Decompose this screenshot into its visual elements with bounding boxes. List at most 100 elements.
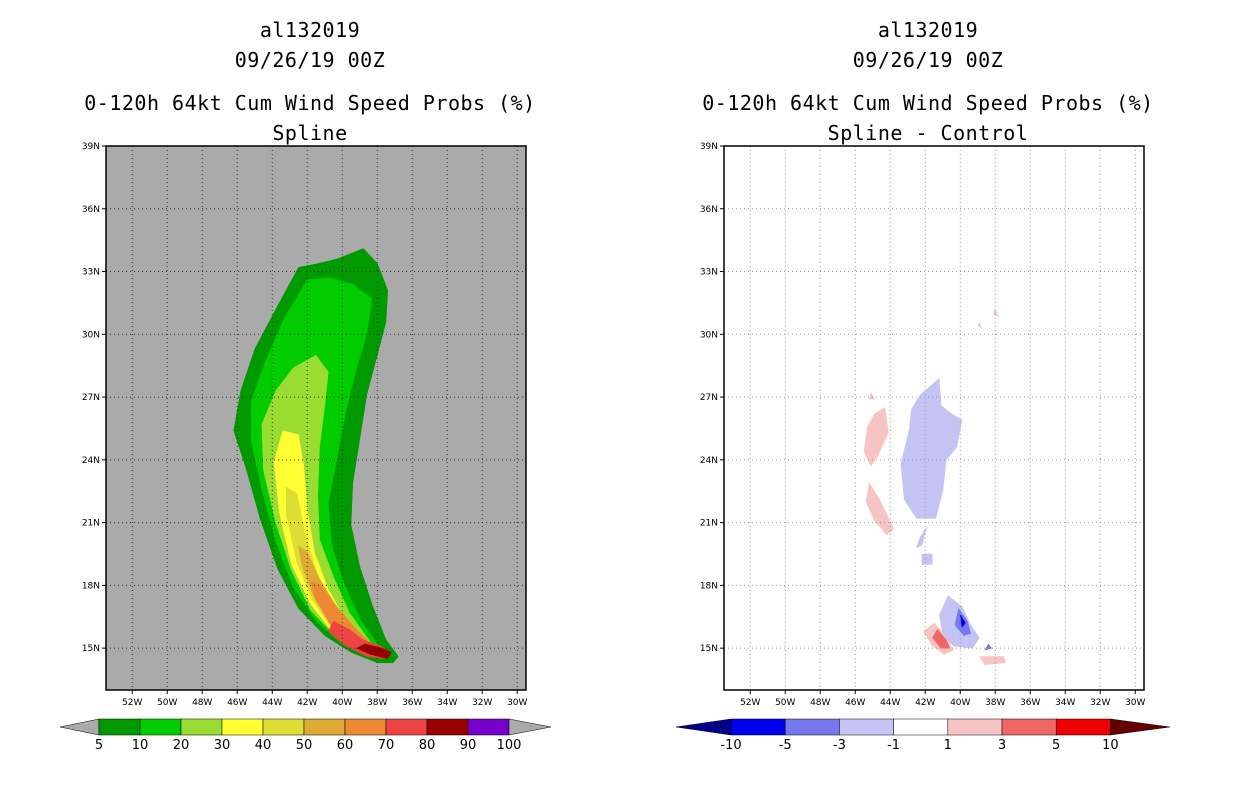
right-colorbar-min-arrow bbox=[675, 718, 732, 736]
right-y-tick-label-15N: 15N bbox=[700, 644, 718, 654]
right-colorbar-swatch-4 bbox=[947, 718, 1003, 736]
right-colorbar-label-2: -3 bbox=[833, 738, 846, 753]
right-contour-level--1-8 bbox=[900, 377, 963, 519]
left-x-tick-label-50W: 50W bbox=[157, 698, 177, 708]
left-y-tick-label-30N: 30N bbox=[82, 330, 100, 340]
left-x-tick-label-40W: 40W bbox=[332, 698, 352, 708]
left-colorbar-label-6: 60 bbox=[337, 738, 354, 753]
right-colorbar-max-arrow bbox=[1110, 718, 1171, 736]
left-colorbar-swatch-6 bbox=[344, 718, 387, 736]
right-x-tick-label-38W: 38W bbox=[985, 698, 1005, 708]
left-x-tick-label-44W: 44W bbox=[262, 698, 282, 708]
right-colorbar-label-1: -5 bbox=[779, 738, 792, 753]
left-colorbar-label-0: 5 bbox=[95, 738, 103, 753]
right-colorbar-label-4: 1 bbox=[944, 738, 952, 753]
right-chart-subtitle: Spline - Control bbox=[827, 121, 1029, 145]
right-y-tick-label-36N: 36N bbox=[700, 205, 718, 215]
left-contour-level-30-3 bbox=[273, 430, 383, 653]
right-contour-level-3-7 bbox=[931, 628, 951, 649]
left-x-tick-label-34W: 34W bbox=[437, 698, 457, 708]
left-x-tick-label-48W: 48W bbox=[192, 698, 212, 708]
left-colorbar-label-7: 70 bbox=[378, 738, 395, 753]
left-colorbar-label-5: 50 bbox=[296, 738, 313, 753]
right-contour-level-1-1 bbox=[865, 482, 895, 536]
right-x-tick-label-40W: 40W bbox=[950, 698, 970, 708]
right-contour-level--1-9 bbox=[916, 526, 928, 549]
left-contour-level-20-2 bbox=[261, 354, 387, 655]
left-colorbar-swatch-3 bbox=[221, 718, 264, 736]
left-colorbar-label-3: 30 bbox=[214, 738, 231, 753]
right-contour-level-1-0 bbox=[863, 407, 889, 467]
right-colorbar-swatch-6 bbox=[1055, 718, 1111, 736]
left-colorbar-label-1: 10 bbox=[132, 738, 149, 753]
left-y-tick-label-18N: 18N bbox=[82, 581, 100, 591]
right-contour-level--5-13 bbox=[960, 614, 966, 628]
right-colorbar-swatch-0 bbox=[730, 718, 786, 736]
right-map-frame bbox=[723, 145, 1145, 691]
right-x-tick-label-48W: 48W bbox=[810, 698, 830, 708]
left-contour-level-80-8 bbox=[355, 643, 392, 659]
left-x-tick-label-46W: 46W bbox=[227, 698, 247, 708]
right-x-tick-label-36W: 36W bbox=[1020, 698, 1040, 708]
left-y-tick-label-36N: 36N bbox=[82, 205, 100, 215]
left-map-frame bbox=[105, 145, 527, 691]
left-colorbar-swatch-2 bbox=[180, 718, 223, 736]
left-y-tick-label-27N: 27N bbox=[82, 393, 100, 403]
left-colorbar-min-arrow bbox=[59, 718, 100, 736]
right-y-tick-label-21N: 21N bbox=[700, 519, 718, 529]
right-contour-level--1-10 bbox=[921, 553, 933, 565]
right-y-tick-label-39N: 39N bbox=[700, 142, 718, 152]
right-storm-id: al132019 bbox=[877, 18, 979, 42]
right-colorbar-swatch-2 bbox=[839, 718, 894, 736]
left-colorbar-swatch-1 bbox=[139, 718, 182, 736]
left-x-tick-label-32W: 32W bbox=[472, 698, 492, 708]
right-colorbar-label-5: 3 bbox=[998, 738, 1006, 753]
left-x-tick-label-38W: 38W bbox=[367, 698, 387, 708]
right-x-tick-label-44W: 44W bbox=[880, 698, 900, 708]
right-x-tick-label-30W: 30W bbox=[1125, 698, 1145, 708]
left-colorbar-label-4: 40 bbox=[255, 738, 272, 753]
left-y-tick-label-39N: 39N bbox=[82, 142, 100, 152]
right-y-tick-label-24N: 24N bbox=[700, 456, 718, 466]
right-colorbar-swatch-5 bbox=[1001, 718, 1057, 736]
right-x-tick-label-34W: 34W bbox=[1055, 698, 1075, 708]
right-colorbar-label-6: 5 bbox=[1052, 738, 1060, 753]
right-datetime: 09/26/19 00Z bbox=[852, 48, 1004, 72]
left-datetime: 09/26/19 00Z bbox=[234, 48, 386, 72]
left-colorbar-swatch-8 bbox=[426, 718, 469, 736]
left-storm-id: al132019 bbox=[259, 18, 361, 42]
left-chart-title: 0-120h 64kt Cum Wind Speed Probs (%) bbox=[84, 91, 536, 115]
right-colorbar-label-7: 10 bbox=[1102, 738, 1119, 753]
left-colorbar-swatch-7 bbox=[385, 718, 428, 736]
left-x-tick-label-30W: 30W bbox=[507, 698, 527, 708]
left-colorbar-label-10: 100 bbox=[497, 738, 522, 753]
left-x-tick-label-52W: 52W bbox=[122, 698, 142, 708]
right-x-tick-label-42W: 42W bbox=[915, 698, 935, 708]
left-colorbar-label-8: 80 bbox=[419, 738, 436, 753]
left-colorbar-swatch-9 bbox=[467, 718, 510, 736]
left-x-tick-label-42W: 42W bbox=[297, 698, 317, 708]
left-colorbar-label-2: 20 bbox=[173, 738, 190, 753]
left-y-tick-label-33N: 33N bbox=[82, 268, 100, 278]
right-contour-level-1-6 bbox=[979, 656, 1007, 666]
right-y-tick-label-18N: 18N bbox=[700, 581, 718, 591]
right-x-tick-label-46W: 46W bbox=[845, 698, 865, 708]
left-colorbar-swatch-5 bbox=[303, 718, 346, 736]
right-contour-level-1-2 bbox=[868, 392, 875, 400]
right-contour-level--3-14 bbox=[984, 643, 993, 651]
right-chart-title: 0-120h 64kt Cum Wind Speed Probs (%) bbox=[702, 91, 1154, 115]
right-contour-level-1-4 bbox=[977, 321, 982, 329]
left-y-tick-label-15N: 15N bbox=[82, 644, 100, 654]
left-colorbar-label-9: 90 bbox=[460, 738, 477, 753]
right-y-tick-label-30N: 30N bbox=[700, 330, 718, 340]
right-colorbar-label-0: -10 bbox=[720, 738, 741, 753]
right-colorbar-swatch-3 bbox=[893, 718, 949, 736]
right-x-tick-label-50W: 50W bbox=[775, 698, 795, 708]
left-colorbar-max-arrow bbox=[508, 718, 552, 736]
left-y-tick-label-21N: 21N bbox=[82, 519, 100, 529]
right-x-tick-label-32W: 32W bbox=[1090, 698, 1110, 708]
left-contour-level-10-1 bbox=[250, 277, 389, 657]
left-y-tick-label-24N: 24N bbox=[82, 456, 100, 466]
right-colorbar-swatch-1 bbox=[784, 718, 840, 736]
